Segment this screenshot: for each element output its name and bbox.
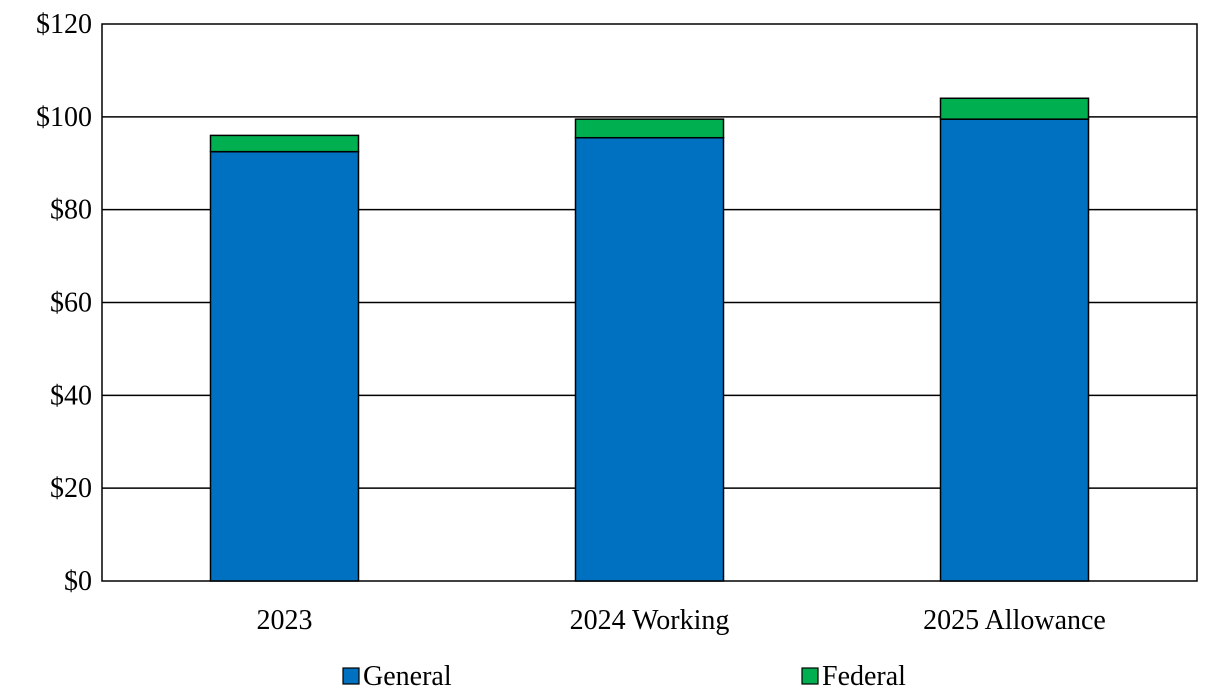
legend-label-general: General bbox=[363, 661, 452, 691]
legend-swatch-general bbox=[342, 667, 360, 685]
y-tick-label: $120 bbox=[36, 9, 92, 40]
legend-label-federal: Federal bbox=[822, 661, 906, 691]
bar-general-0 bbox=[209, 150, 360, 582]
x-category-label: 2023 bbox=[257, 605, 313, 636]
y-tick-label: $100 bbox=[36, 102, 92, 133]
y-tick-label: $40 bbox=[50, 380, 92, 411]
legend-swatch-federal bbox=[801, 667, 819, 685]
bar-general-1 bbox=[574, 136, 725, 582]
y-tick-label: $80 bbox=[50, 195, 92, 226]
bars bbox=[209, 97, 1090, 582]
bar-federal-0 bbox=[209, 134, 360, 153]
bar-federal-1 bbox=[574, 118, 725, 139]
x-axis-labels: 2023 2024 Working 2025 Allowance bbox=[257, 605, 1106, 636]
bar-federal-2 bbox=[939, 97, 1090, 120]
y-tick-label: $20 bbox=[50, 473, 92, 504]
y-axis-ticks: $0 $20 $40 $60 $80 $100 $120 bbox=[36, 9, 92, 597]
bar-general-2 bbox=[939, 118, 1090, 582]
x-category-label: 2024 Working bbox=[570, 605, 730, 636]
x-category-label: 2025 Allowance bbox=[923, 605, 1106, 636]
y-tick-label: $0 bbox=[64, 566, 92, 597]
y-tick-label: $60 bbox=[50, 288, 92, 319]
legend: General Federal bbox=[342, 661, 906, 691]
